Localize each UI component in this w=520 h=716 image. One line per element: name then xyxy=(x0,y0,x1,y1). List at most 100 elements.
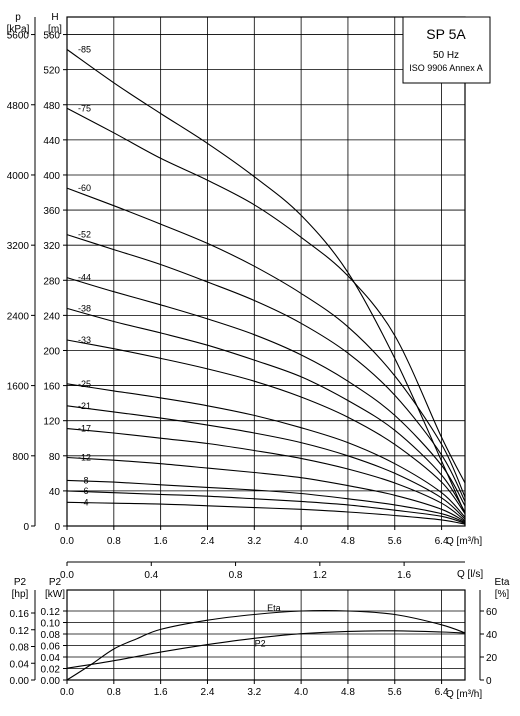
head-curve-label: -60 xyxy=(78,183,91,193)
power-chart-ticks: 0.0 0.8 1.6 2.4 3.2 4.0 4.8 5.6 6.40.000.020.040… xyxy=(10,561,498,698)
flow-tick-label: 2.4 xyxy=(201,536,215,547)
head-curve xyxy=(66,277,466,507)
flow-tick-label: 6.4 xyxy=(435,536,449,547)
head-curve xyxy=(66,339,466,515)
head-tick-label: 120 xyxy=(43,417,60,428)
power-kw-tick-label: 0.08 xyxy=(41,630,61,641)
head-curve-label: -12 xyxy=(78,453,91,463)
head-curve xyxy=(66,479,466,524)
flow-ls-tick-label: 1.6 xyxy=(397,570,411,581)
head-curve-labels: -85 -75 -60 -52 -44 -38 -33 -25 -21 -17 -12 -8-6-4 xyxy=(78,44,91,507)
model-name: SP 5A xyxy=(426,26,466,42)
power-chart-frame xyxy=(66,589,466,681)
head-curve xyxy=(66,234,466,502)
power-hp-tick-label: 0.08 xyxy=(10,643,30,654)
head-curve xyxy=(66,307,466,513)
eta-tick-label: 20 xyxy=(486,653,498,664)
flow-tick-label: 5.6 xyxy=(388,536,402,547)
head-chart: -85-75-60-52-44-38-33-25-21-17-12-8-6-4 … xyxy=(7,12,491,547)
head-tick-label: 280 xyxy=(43,276,60,287)
head-curve-label: -75 xyxy=(78,103,91,113)
head-curve xyxy=(66,490,466,524)
head-tick-label: 480 xyxy=(43,101,60,112)
flow-ls-tick-label: 0.0 xyxy=(60,570,74,581)
flow-tick-label-lower: 3.2 xyxy=(247,687,261,698)
head-chart-grid xyxy=(67,17,465,526)
standard-label: ISO 9906 Annex A xyxy=(409,63,483,73)
power-kw-tick-label: 0.02 xyxy=(41,665,61,676)
power-chart-grid xyxy=(67,590,465,680)
head-curve xyxy=(66,501,466,525)
head-chart-ticks: 0.0 0.8 1.6 2.4 3.2 4.0 4.8 5.6 6.4 0 40 80 120 160 20… xyxy=(7,17,449,547)
power-efficiency-curves: Eta P2 xyxy=(66,603,466,681)
pressure-tick-label: 4800 xyxy=(7,101,30,112)
pressure-tick-label: 5600 xyxy=(7,31,30,42)
power-kw-axis-title: P2 xyxy=(49,577,62,588)
head-tick-label: 80 xyxy=(49,452,61,463)
flow-ls-tick-label: 1.2 xyxy=(313,570,327,581)
model-legend-frame xyxy=(402,16,491,84)
head-curve-label: -85 xyxy=(78,44,91,54)
flow-tick-label-lower: 6.4 xyxy=(435,687,449,698)
power-hp-axis-title: P2 xyxy=(14,577,27,588)
flow-ls-axis-title: Q [l/s] xyxy=(457,569,483,580)
head-tick-label: 520 xyxy=(43,66,60,77)
flow-tick-label-lower: 0.8 xyxy=(107,687,121,698)
flow-tick-label-lower: 4.8 xyxy=(341,687,355,698)
power-hp-tick-label: 0.00 xyxy=(10,676,30,687)
flow-tick-label-lower: 4.0 xyxy=(294,687,308,698)
flow-tick-label: 3.2 xyxy=(247,536,261,547)
head-tick-label: 400 xyxy=(43,171,60,182)
head-curve-label: -44 xyxy=(78,273,91,283)
pressure-tick-label: 800 xyxy=(12,452,29,463)
power-kw-tick-label: 0.04 xyxy=(41,653,61,664)
flow-ls-tick-label: 0.8 xyxy=(229,570,243,581)
head-curve-label: -21 xyxy=(78,401,91,411)
head-curve xyxy=(66,49,466,514)
pressure-tick-label: 1600 xyxy=(7,382,30,393)
model-legend-box: SP 5A 50 Hz ISO 9906 Annex A xyxy=(402,16,491,84)
head-tick-label: 360 xyxy=(43,206,60,217)
eta-tick-label: 40 xyxy=(486,630,498,641)
flow-tick-label: 0.8 xyxy=(107,536,121,547)
head-curve-label: -52 xyxy=(78,230,91,240)
head-tick-label: 560 xyxy=(43,31,60,42)
head-tick-label: 200 xyxy=(43,346,60,357)
head-tick-label: 240 xyxy=(43,311,60,322)
p2-curve xyxy=(66,630,466,669)
head-curve-label: -8 xyxy=(81,475,89,485)
flow-tick-label-lower: 1.6 xyxy=(154,687,168,698)
power-hp-tick-label: 0.16 xyxy=(10,609,30,620)
head-curve-label: -6 xyxy=(81,486,89,496)
pressure-tick-label: 0 xyxy=(23,522,29,533)
flow-tick-label-lower: 2.4 xyxy=(201,687,215,698)
pressure-tick-label: 4000 xyxy=(7,171,30,182)
pressure-tick-label: 2400 xyxy=(7,311,30,322)
power-kw-tick-label: 0.06 xyxy=(41,642,61,653)
pressure-axis-unit: [kPa] xyxy=(7,24,30,35)
flow-tick-label: 4.8 xyxy=(341,536,355,547)
flow-axis-title-lower: Q [m³/h] xyxy=(446,689,482,700)
power-kw-axis-unit: [kW] xyxy=(45,589,65,600)
power-hp-axis-unit: [hp] xyxy=(12,589,29,600)
head-curve-label: -17 xyxy=(78,424,91,434)
eta-curve-label: Eta xyxy=(267,603,281,613)
p2-curve-label: P2 xyxy=(255,638,266,648)
flow-tick-label: 0.0 xyxy=(60,536,74,547)
head-curve-label: -38 xyxy=(78,303,91,313)
head-curve xyxy=(66,383,466,518)
power-kw-tick-label: 0.12 xyxy=(41,607,61,618)
eta-axis-unit: [%] xyxy=(495,589,510,600)
pressure-tick-label: 3200 xyxy=(7,241,30,252)
eta-tick-label: 60 xyxy=(486,607,498,618)
frequency-label: 50 Hz xyxy=(433,50,459,61)
head-tick-label: 440 xyxy=(43,136,60,147)
flow-tick-label-lower: 0.0 xyxy=(60,687,74,698)
power-hp-tick-label: 0.12 xyxy=(10,626,30,637)
eta-axis-title: Eta xyxy=(494,577,509,588)
head-curve-label: -4 xyxy=(81,497,89,507)
head-tick-label: 0 xyxy=(54,522,60,533)
head-tick-label: 160 xyxy=(43,382,60,393)
